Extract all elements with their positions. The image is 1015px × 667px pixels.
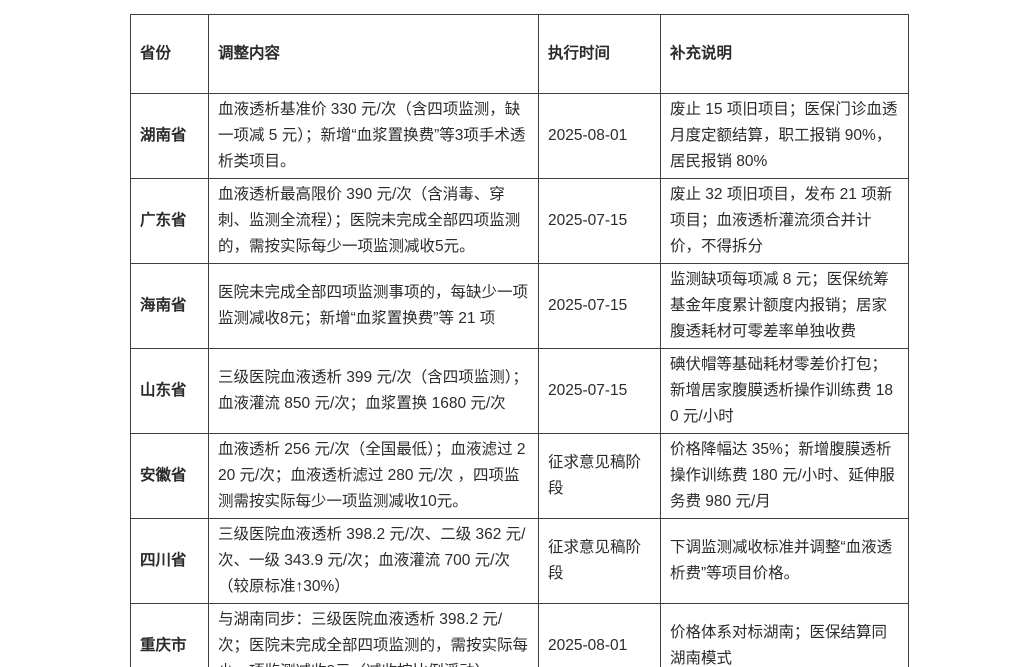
header-province: 省份 [130,14,209,94]
cell-time: 2025-08-01 [538,93,661,179]
cell-province: 广东省 [130,178,209,264]
cell-province: 山东省 [130,348,209,434]
cell-notes: 下调监测减收标准并调整“血液透析费”等项目价格。 [660,518,909,604]
cell-notes: 监测缺项每项减 8 元；医保统筹基金年度累计额度内报销；居家腹透耗材可零差率单独… [660,263,909,349]
cell-content: 医院未完成全部四项监测事项的，每缺少一项监测减收8元；新增“血浆置换费”等 21… [208,263,539,349]
header-row: 省份 调整内容 执行时间 补充说明 [130,14,909,94]
cell-content: 血液透析最高限价 390 元/次（含消毒、穿刺、监测全流程）；医院未完成全部四项… [208,178,539,264]
cell-content: 三级医院血液透析 399 元/次（含四项监测）；血液灌流 850 元/次；血浆置… [208,348,539,434]
cell-time: 2025-07-15 [538,178,661,264]
table-row-shandong: 山东省 三级医院血液透析 399 元/次（含四项监测）；血液灌流 850 元/次… [130,348,909,434]
cell-province: 海南省 [130,263,209,349]
cell-notes: 价格体系对标湖南；医保结算同湖南模式 [660,603,909,667]
cell-content: 血液透析基准价 330 元/次（含四项监测，缺一项减 5 元）；新增“血浆置换费… [208,93,539,179]
table-row-anhui: 安徽省 血液透析 256 元/次（全国最低）；血液滤过 220 元/次；血液透析… [130,433,909,519]
cell-time: 2025-08-01 [538,603,661,667]
cell-province: 四川省 [130,518,209,604]
cell-province: 安徽省 [130,433,209,519]
table-row-hainan: 海南省 医院未完成全部四项监测事项的，每缺少一项监测减收8元；新增“血浆置换费”… [130,263,909,349]
cell-content: 三级医院血液透析 398.2 元/次、二级 362 元/次、一级 343.9 元… [208,518,539,604]
cell-notes: 碘伏帽等基础耗材零差价打包；新增居家腹膜透析操作训练费 180 元/小时 [660,348,909,434]
table-row-guangdong: 广东省 血液透析最高限价 390 元/次（含消毒、穿刺、监测全流程）；医院未完成… [130,178,909,264]
header-time: 执行时间 [538,14,661,94]
cell-province: 重庆市 [130,603,209,667]
table-row-chongqing: 重庆市 与湖南同步：三级医院血液透析 398.2 元/次；医院未完成全部四项监测… [130,603,909,667]
cell-province: 湖南省 [130,93,209,179]
cell-content: 与湖南同步：三级医院血液透析 398.2 元/次；医院未完成全部四项监测的，需按… [208,603,539,667]
cell-notes: 价格降幅达 35%；新增腹膜透析操作训练费 180 元/小时、延伸服务费 980… [660,433,909,519]
cell-notes: 废止 15 项旧项目；医保门诊血透月度定额结算，职工报销 90%，居民报销 80… [660,93,909,179]
cell-time: 2025-07-15 [538,348,661,434]
table-row-sichuan: 四川省 三级医院血液透析 398.2 元/次、二级 362 元/次、一级 343… [130,518,909,604]
table-row-hunan: 湖南省 血液透析基准价 330 元/次（含四项监测，缺一项减 5 元）；新增“血… [130,93,909,179]
header-content: 调整内容 [208,14,539,94]
cell-time: 2025-07-15 [538,263,661,349]
cell-notes: 废止 32 项旧项目，发布 21 项新项目；血液透析灌流须合并计价，不得拆分 [660,178,909,264]
dialysis-pricing-table: 省份 调整内容 执行时间 补充说明 湖南省 血液透析基准价 330 元/次（含四… [130,14,909,667]
header-notes: 补充说明 [660,14,909,94]
cell-content: 血液透析 256 元/次（全国最低）；血液滤过 220 元/次；血液透析滤过 2… [208,433,539,519]
cell-time: 征求意见稿阶段 [538,433,661,519]
cell-time: 征求意见稿阶段 [538,518,661,604]
